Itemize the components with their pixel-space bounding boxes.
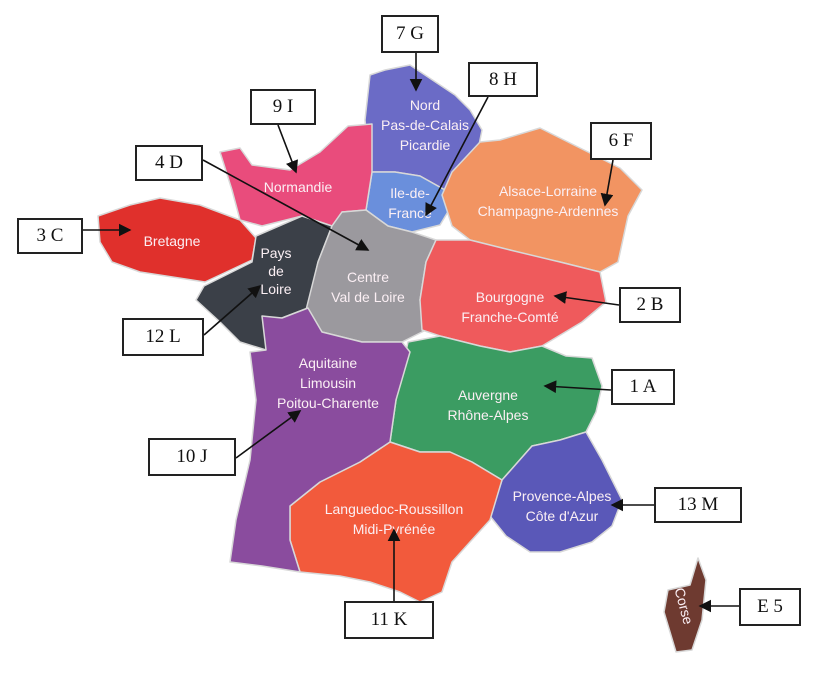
callout-box-centre: 4 D <box>135 145 203 181</box>
region-label-line: Bourgogne <box>476 289 545 305</box>
region-label-line: Poitou-Charente <box>277 395 379 411</box>
callout-box-aquitaine: 10 J <box>148 438 236 476</box>
callout-box-bretagne: 3 C <box>17 218 83 254</box>
region-label-line: Aquitaine <box>299 355 358 371</box>
region-label-aquitaine: Aquitaine Limousin Poitou-Charente <box>277 355 379 411</box>
region-label-nord: Nord Pas-de-Calais Picardie <box>381 97 469 153</box>
region-label-line: Provence-Alpes <box>513 488 612 504</box>
callout-arrow <box>425 96 489 217</box>
callout-arrow <box>553 291 620 306</box>
region-label-normandie: Normandie <box>264 179 333 195</box>
callout-arrow <box>543 380 612 394</box>
region-label-line: Champagne-Ardennes <box>478 203 619 219</box>
callout-arrow <box>277 124 298 174</box>
callout-box-normandie: 9 I <box>250 89 316 125</box>
region-label-line: Centre <box>347 269 389 285</box>
region-label-centre: Centre Val de Loire <box>331 269 405 305</box>
region-label-line: Val de Loire <box>331 289 405 305</box>
callout-box-est: 6 F <box>590 122 652 160</box>
region-est <box>441 127 643 273</box>
region-corse <box>663 557 707 653</box>
region-paca <box>489 431 623 553</box>
callout-arrow <box>600 159 614 207</box>
callout-box-occitanie: 11 K <box>344 601 434 639</box>
region-label-pdl: Pays de Loire <box>260 245 291 297</box>
callout-box-paca: 13 M <box>654 487 742 523</box>
region-label-line: Normandie <box>264 179 333 195</box>
region-normandie <box>219 123 373 227</box>
callout-box-idf: 8 H <box>468 62 538 97</box>
callout-arrow <box>202 159 370 251</box>
region-label-idf: Ile-de- France <box>388 185 432 221</box>
region-label-line: Ile-de- <box>390 185 430 201</box>
callout-box-nord: 7 G <box>381 15 439 53</box>
region-label-line: France <box>388 205 432 221</box>
callout-box-corse: E 5 <box>739 588 801 626</box>
region-label-line: Loire <box>260 281 291 297</box>
region-label-line: Côte d'Azur <box>526 508 599 524</box>
region-label-auvergne: Auvergne Rhône-Alpes <box>448 387 529 423</box>
region-label-bourgogne: Bourgogne Franche-Comté <box>461 289 558 325</box>
region-label-line: Limousin <box>300 375 356 391</box>
region-label-line: de <box>268 263 284 279</box>
region-label-line: Picardie <box>400 137 451 153</box>
callout-box-auvergne: 1 A <box>611 369 675 405</box>
region-label-line: Auvergne <box>458 387 518 403</box>
region-label-line: Languedoc-Roussillon <box>325 501 464 517</box>
region-label-line: Franche-Comté <box>461 309 558 325</box>
region-label-line: Nord <box>410 97 440 113</box>
region-label-paca: Provence-Alpes Côte d'Azur <box>513 488 612 524</box>
callout-arrow <box>235 410 302 459</box>
callout-box-pdl: 12 L <box>122 318 204 356</box>
region-aquitaine <box>229 307 411 573</box>
region-label-est: Alsace-Lorraine Champagne-Ardennes <box>478 183 619 219</box>
region-label-line: Pays <box>260 245 291 261</box>
region-label-line: Rhône-Alpes <box>448 407 529 423</box>
region-label-bretagne: Bretagne <box>144 233 201 249</box>
callout-arrow <box>203 284 262 336</box>
callout-box-bourgogne: 2 B <box>619 287 681 323</box>
region-label-line: Bretagne <box>144 233 201 249</box>
region-label-line: Pas-de-Calais <box>381 117 469 133</box>
region-label-line: Alsace-Lorraine <box>499 183 597 199</box>
